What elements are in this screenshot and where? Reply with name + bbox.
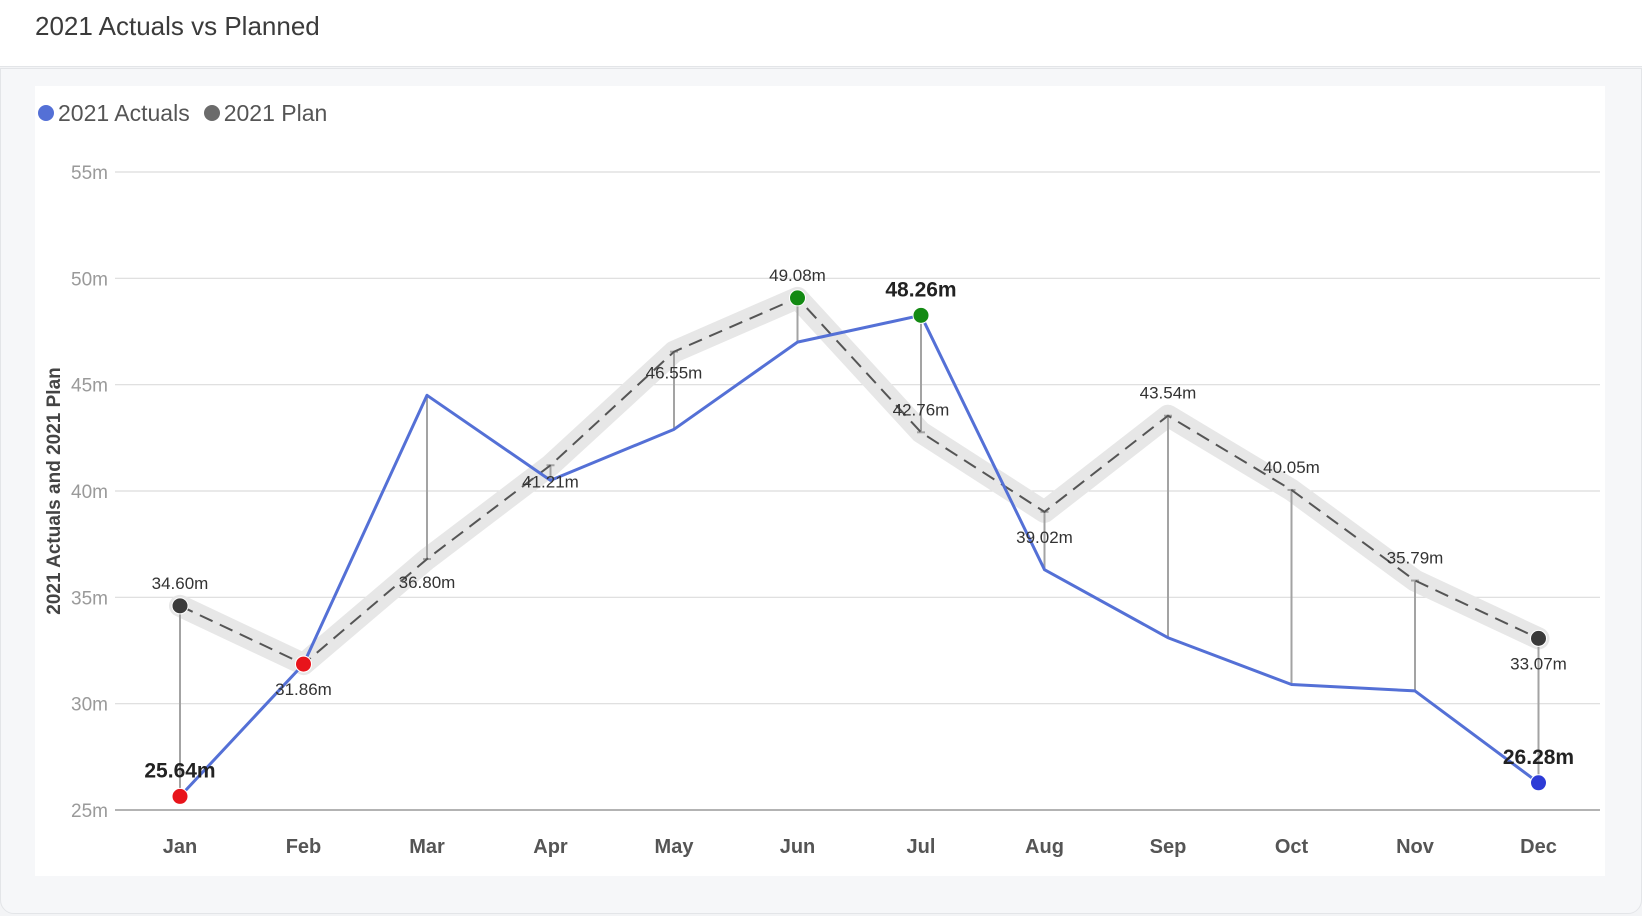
plan-data-label: 36.80m (399, 573, 456, 592)
plan-data-label: 43.54m (1140, 384, 1197, 403)
y-tick-label: 25m (71, 801, 108, 822)
plan-data-label: 39.02m (1016, 528, 1073, 547)
legend-item-actuals[interactable]: 2021 Actuals (38, 100, 190, 127)
plan-data-label: 40.05m (1263, 458, 1320, 477)
y-tick-label: 35m (71, 588, 108, 609)
header-bar: 2021 Actuals vs Planned (0, 0, 1642, 67)
actual-marker[interactable] (295, 655, 312, 673)
plot-background (35, 86, 1605, 876)
x-tick-label: Dec (1520, 836, 1557, 858)
y-tick-label: 40m (71, 482, 108, 503)
actual-marker[interactable] (912, 306, 930, 324)
x-tick-label: Jul (907, 836, 936, 858)
actual-highlight-label: 48.26m (885, 278, 956, 301)
legend-swatch-plan (203, 105, 220, 121)
series-line-actuals (178, 313, 1540, 798)
x-tick-label: Mar (409, 836, 445, 858)
x-tick-label: Feb (286, 836, 322, 858)
actual-highlight-label: 26.28m (1503, 746, 1574, 769)
chart-legend[interactable]: 2021 Actuals 2021 Plan (38, 98, 341, 128)
x-tick-label: Oct (1275, 836, 1309, 858)
x-tick-label: Sep (1150, 836, 1187, 858)
plan-data-label: 33.07m (1510, 654, 1567, 673)
y-tick-label: 45m (71, 376, 108, 397)
y-tick-label: 50m (71, 269, 108, 290)
x-tick-label: Apr (533, 836, 568, 858)
legend-label-plan: 2021 Plan (223, 99, 328, 126)
plan-marker[interactable] (789, 289, 806, 307)
actual-marker[interactable] (171, 787, 189, 805)
x-tick-label: Nov (1396, 836, 1435, 858)
actual-highlight-label: 25.64m (144, 759, 215, 782)
y-axis-title: 2021 Actuals and 2021 Plan (44, 367, 65, 614)
legend-label-actuals: 2021 Actuals (58, 99, 190, 126)
plan-data-label: 41.21m (522, 472, 579, 491)
plan-data-label: 42.76m (893, 400, 950, 419)
series-line-plan (179, 296, 1539, 666)
plan-marker[interactable] (171, 597, 189, 615)
x-tick-label: Jun (780, 836, 816, 858)
y-tick-label: 30m (71, 695, 108, 716)
x-tick-label: Jan (163, 836, 197, 858)
y-tick-label: 55m (71, 163, 108, 184)
x-tick-label: Aug (1025, 836, 1064, 858)
actual-marker[interactable] (1530, 774, 1547, 792)
plan-data-label: 49.08m (769, 266, 826, 285)
plan-band (169, 286, 1550, 676)
legend-swatch-actuals (38, 105, 54, 121)
x-tick-label: May (655, 836, 695, 858)
plan-data-label: 31.86m (275, 680, 332, 699)
plan-marker[interactable] (1530, 629, 1547, 647)
plan-data-label: 46.55m (646, 364, 703, 383)
plan-data-label: 35.79m (1387, 549, 1444, 568)
plan-data-label: 34.60m (152, 574, 209, 593)
legend-item-plan[interactable]: 2021 Plan (203, 99, 328, 127)
page-title: 2021 Actuals vs Planned (35, 11, 320, 41)
